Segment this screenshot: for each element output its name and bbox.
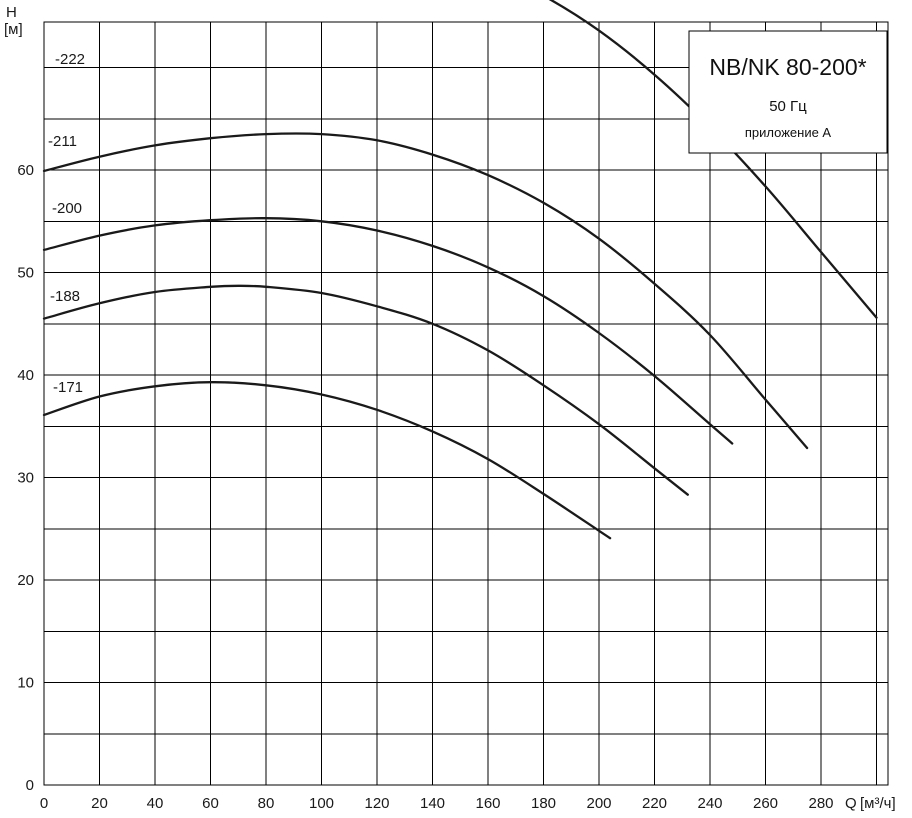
series-label: -171 xyxy=(53,379,83,396)
plot-frame xyxy=(43,21,889,786)
legend-note: приложение А xyxy=(745,125,832,140)
series-label: -222 xyxy=(55,51,85,68)
series-label: -188 xyxy=(50,288,80,305)
x-tick-label: 20 xyxy=(91,795,108,812)
y-axis-unit: [м] xyxy=(4,21,23,38)
legend-frequency: 50 Гц xyxy=(769,98,807,115)
y-axis-label: H xyxy=(6,4,17,21)
x-tick-label: 200 xyxy=(586,795,611,812)
series-curve-171 xyxy=(42,381,612,540)
x-tick-label: 260 xyxy=(753,795,778,812)
series-label: -211 xyxy=(48,133,77,150)
legend-title: NB/NK 80-200* xyxy=(709,54,866,80)
x-tick-label: 140 xyxy=(420,795,445,812)
legend-box: NB/NK 80-200* 50 Гц приложение А xyxy=(688,30,888,154)
x-tick-label: 80 xyxy=(258,795,275,812)
y-tick-label: 50 xyxy=(17,265,34,282)
y-tick-label: 10 xyxy=(17,675,34,692)
y-tick-label: 60 xyxy=(17,162,34,179)
x-tick-label: 240 xyxy=(697,795,722,812)
y-tick-label: 30 xyxy=(17,470,34,487)
x-tick-label: 120 xyxy=(364,795,389,812)
curves: -222 -211 -200 -188 -171 xyxy=(42,0,878,540)
x-tick-label: 40 xyxy=(147,795,164,812)
x-tick-label: 280 xyxy=(808,795,833,812)
x-tick-label: 220 xyxy=(642,795,667,812)
series-curve-200 xyxy=(42,217,734,445)
tick-labels: 0 20 40 60 80 100 120 140 160 180 200 220 240 260 280 0… xyxy=(17,162,833,812)
x-tick-label: 160 xyxy=(475,795,500,812)
x-axis-unit: [м³/ч] xyxy=(860,795,896,812)
y-tick-label: 20 xyxy=(17,572,34,589)
series-curve-188 xyxy=(42,284,689,496)
y-tick-label: 40 xyxy=(17,367,34,384)
series-curve-222 xyxy=(548,0,878,319)
x-tick-label: 100 xyxy=(309,795,334,812)
series-curve-211 xyxy=(42,132,809,450)
x-tick-label: 60 xyxy=(202,795,219,812)
x-axis-label: Q xyxy=(845,795,857,812)
series-label: -200 xyxy=(52,200,82,217)
y-tick-label: 0 xyxy=(26,777,34,794)
x-tick-label: 0 xyxy=(40,795,48,812)
x-tick-label: 180 xyxy=(531,795,556,812)
